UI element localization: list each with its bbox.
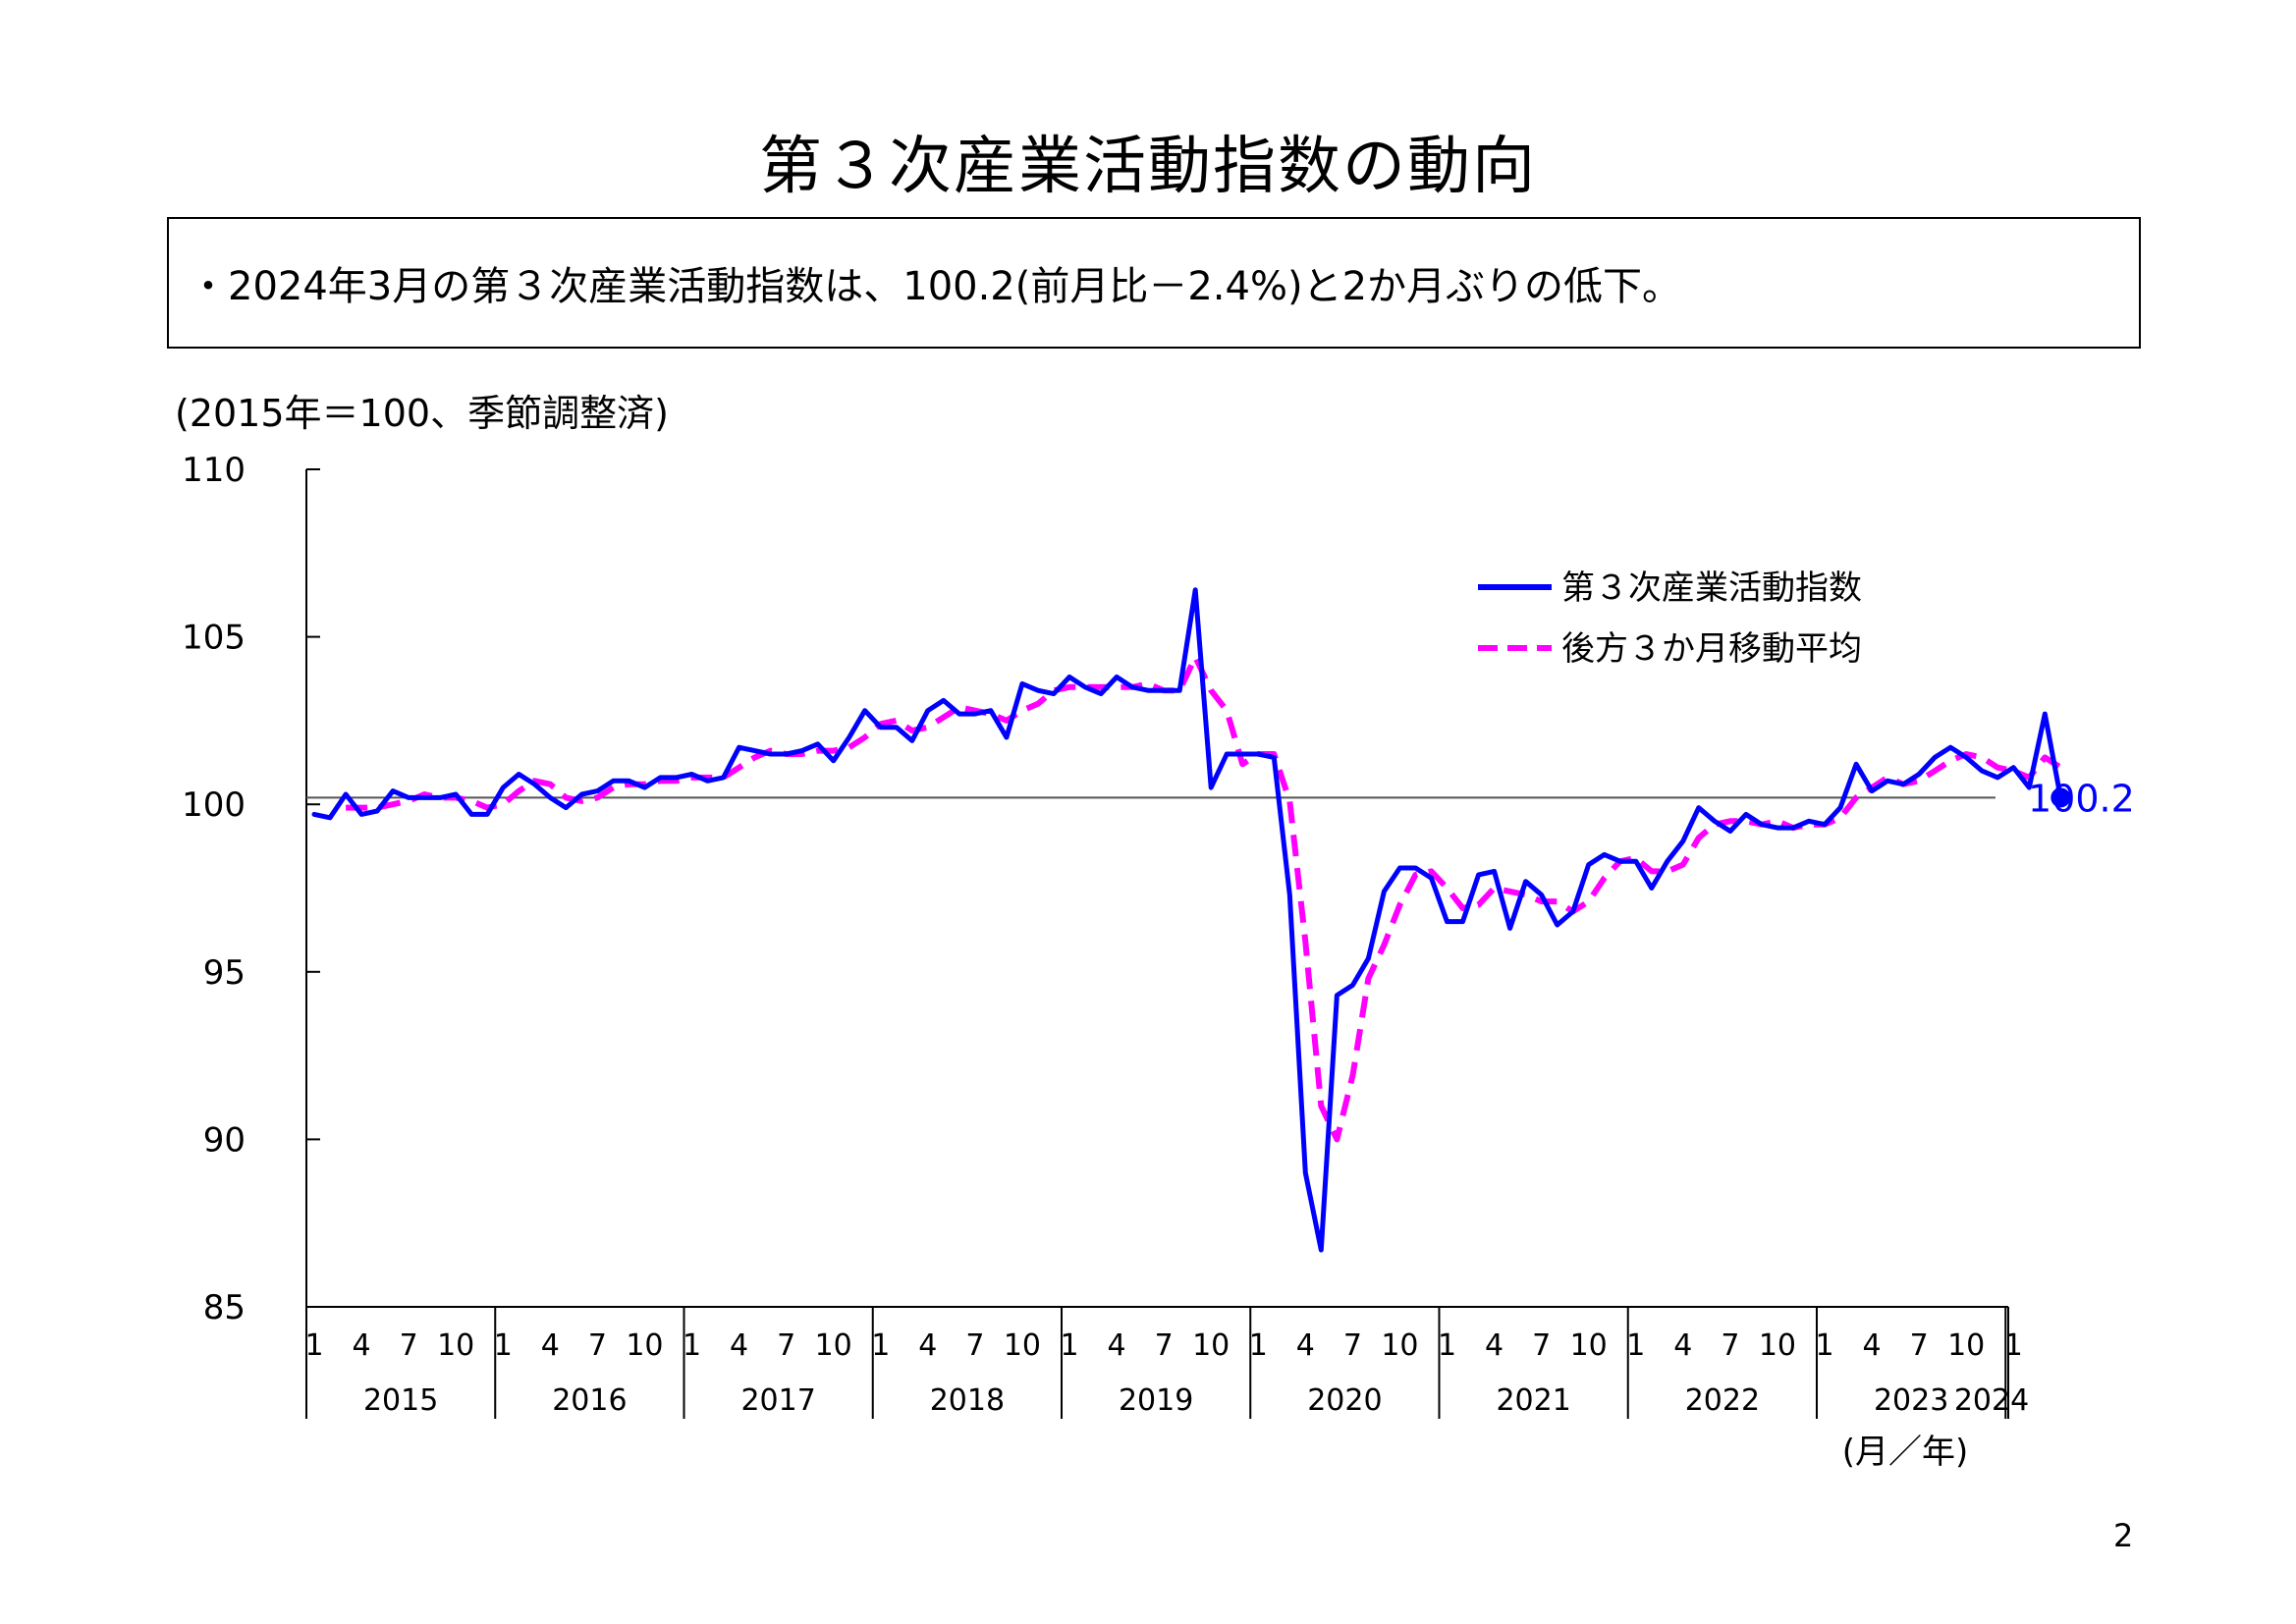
page-title: 第３次産業活動指数の動向 [759,131,1537,203]
x-month-label: 10 [1759,1328,1796,1363]
series-lines: 100.2 [311,587,2135,1253]
x-month-label: 4 [1673,1328,1692,1363]
x-year-label: 2020 [1307,1383,1382,1418]
x-month-label: 7 [1721,1328,1739,1363]
legend-label-index: 第３次産業活動指数 [1561,568,1862,608]
x-month-label: 4 [1108,1328,1126,1363]
x-year-label: 2018 [930,1383,1005,1418]
x-month-label: 4 [730,1328,748,1363]
x-month-label: 10 [1947,1328,1985,1363]
y-tick-label: 85 [203,1288,246,1327]
page-number: 2 [2113,1517,2134,1554]
legend-label-moving-average: 後方３か月移動平均 [1561,629,1862,669]
x-month-label: 1 [1438,1328,1456,1363]
x-month-label: 1 [683,1328,701,1363]
x-month-label: 10 [815,1328,852,1363]
x-month-label: 4 [1296,1328,1315,1363]
y-tick-label: 100 [182,785,246,825]
x-year-label: 2021 [1496,1383,1570,1418]
x-month-label: 1 [1815,1328,1833,1363]
end-value-label: 100.2 [2028,777,2135,820]
x-year-label: 2015 [363,1383,438,1418]
unit-note: (2015年＝100、季節調整済) [175,392,669,435]
x-month-label: 1 [494,1328,513,1363]
x-month-label: 1 [871,1328,890,1363]
x-month-label: 10 [437,1328,474,1363]
x-axis-label: (月／年) [1842,1433,1969,1472]
x-month-label: 7 [1155,1328,1174,1363]
x-year-label: 2017 [740,1383,815,1418]
x-month-label: 7 [400,1328,418,1363]
x-month-label: 4 [353,1328,371,1363]
y-tick-label: 105 [182,619,246,658]
x-month-label: 4 [1863,1328,1882,1363]
x-month-label: 1 [1626,1328,1645,1363]
y-tick-label: 90 [203,1120,246,1160]
x-month-label: 7 [1343,1328,1362,1363]
x-month-label: 10 [1381,1328,1418,1363]
x-month-label: 7 [965,1328,984,1363]
x-year-label: 2022 [1685,1383,1760,1418]
x-month-label: 10 [1004,1328,1041,1363]
x-month-label: 7 [777,1328,795,1363]
x-month-label: 7 [1532,1328,1551,1363]
y-tick-label: 95 [203,953,246,993]
x-month-label: 10 [1570,1328,1608,1363]
x-year-label: 2023 [1874,1383,1948,1418]
x-month-label: 7 [588,1328,607,1363]
x-month-label: 1 [304,1328,323,1363]
series-line-index [311,587,2063,1253]
summary-text: ・2024年3月の第３次産業活動指数は、100.2(前月比－2.4%)と2か月ぶ… [189,264,1682,309]
x-year-label: 2024 [1954,1383,2029,1418]
series-line-moving-average [346,654,2062,1143]
x-month-label: 1 [2004,1328,2023,1363]
x-month-label: 7 [1910,1328,1929,1363]
y-tick-label: 110 [182,451,246,490]
x-month-label: 4 [541,1328,560,1363]
x-month-label: 10 [1192,1328,1230,1363]
end-point-marker [2050,787,2071,808]
x-year-label: 2019 [1119,1383,1193,1418]
summary-box: ・2024年3月の第３次産業活動指数は、100.2(前月比－2.4%)と2か月ぶ… [167,217,2141,349]
x-month-label: 4 [918,1328,937,1363]
x-month-label: 4 [1485,1328,1503,1363]
x-month-label: 1 [1060,1328,1078,1363]
x-year-label: 2016 [552,1383,627,1418]
x-month-label: 10 [626,1328,663,1363]
x-month-label: 1 [1249,1328,1268,1363]
